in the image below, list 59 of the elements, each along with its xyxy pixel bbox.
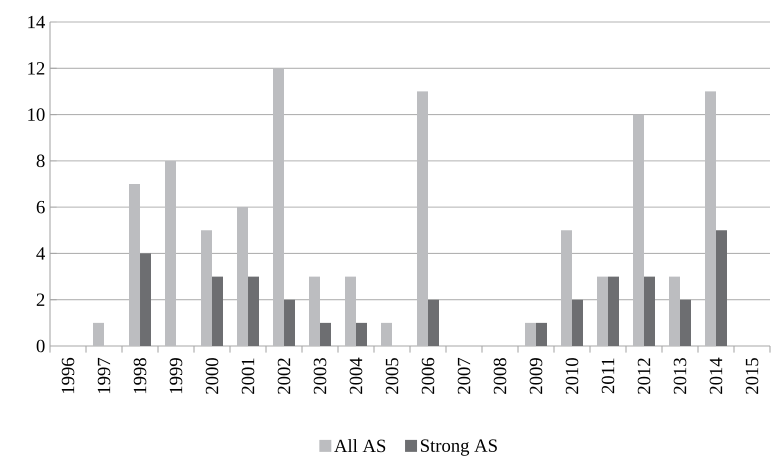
bar <box>705 91 716 346</box>
bar <box>525 322 536 346</box>
bar <box>536 322 548 346</box>
bar <box>428 300 440 346</box>
bar <box>320 322 331 346</box>
bar <box>597 276 608 346</box>
x-tick-label: 2012 <box>638 358 650 394</box>
bar <box>248 276 260 346</box>
x-tick-label: 2015 <box>746 358 758 394</box>
bar <box>309 276 320 346</box>
x-tick-label: 2005 <box>386 358 398 394</box>
bar <box>716 230 727 346</box>
bar <box>140 253 152 346</box>
x-tick-label: 2009 <box>530 358 542 394</box>
bar <box>417 91 428 346</box>
x-tick-label: 2011 <box>602 358 614 394</box>
x-tick-label: 2007 <box>458 358 470 394</box>
y-tick-label: 0 <box>36 340 45 352</box>
y-tick-label: 6 <box>36 200 45 214</box>
bar <box>165 160 176 346</box>
bar <box>561 230 572 346</box>
bar <box>644 276 656 346</box>
y-tick-label: 10 <box>28 108 45 121</box>
bar <box>273 68 284 346</box>
bar <box>356 322 367 346</box>
bar <box>201 230 212 346</box>
bar <box>237 206 248 346</box>
x-tick-label: 2014 <box>710 357 722 394</box>
x-tick-label: 2002 <box>278 358 290 394</box>
bar <box>669 276 680 346</box>
x-tick-label: 2004 <box>350 357 362 394</box>
y-tick-label: 12 <box>28 62 44 74</box>
bar <box>572 300 583 346</box>
bar <box>129 184 140 346</box>
x-tick-label: 1996 <box>62 358 74 393</box>
y-tick-label: 4 <box>36 247 46 260</box>
legend-label: All AS <box>334 438 386 452</box>
bar <box>633 114 644 346</box>
x-tick-label: 2003 <box>314 358 326 394</box>
x-tick-label: 1997 <box>98 358 110 393</box>
x-tick-label: 2008 <box>494 358 506 394</box>
legend-label: Strong AS <box>420 439 497 456</box>
x-tick-label: 2001 <box>242 358 254 394</box>
bar <box>680 300 691 346</box>
y-tick-label: 2 <box>36 293 44 306</box>
bar <box>212 276 223 346</box>
x-tick-label: 1999 <box>170 358 182 393</box>
bar <box>381 322 392 346</box>
y-tick-label: 14 <box>28 16 46 28</box>
bar <box>608 276 619 346</box>
x-tick-label: 2000 <box>206 358 218 394</box>
bar <box>284 300 296 346</box>
x-tick-label: 2006 <box>422 358 434 394</box>
bar <box>93 322 104 346</box>
x-tick-label: 2013 <box>674 358 686 394</box>
x-tick-label: 1998 <box>134 358 146 393</box>
y-tick-label: 8 <box>36 154 45 167</box>
bar <box>345 276 356 346</box>
x-tick-label: 2010 <box>566 358 578 394</box>
